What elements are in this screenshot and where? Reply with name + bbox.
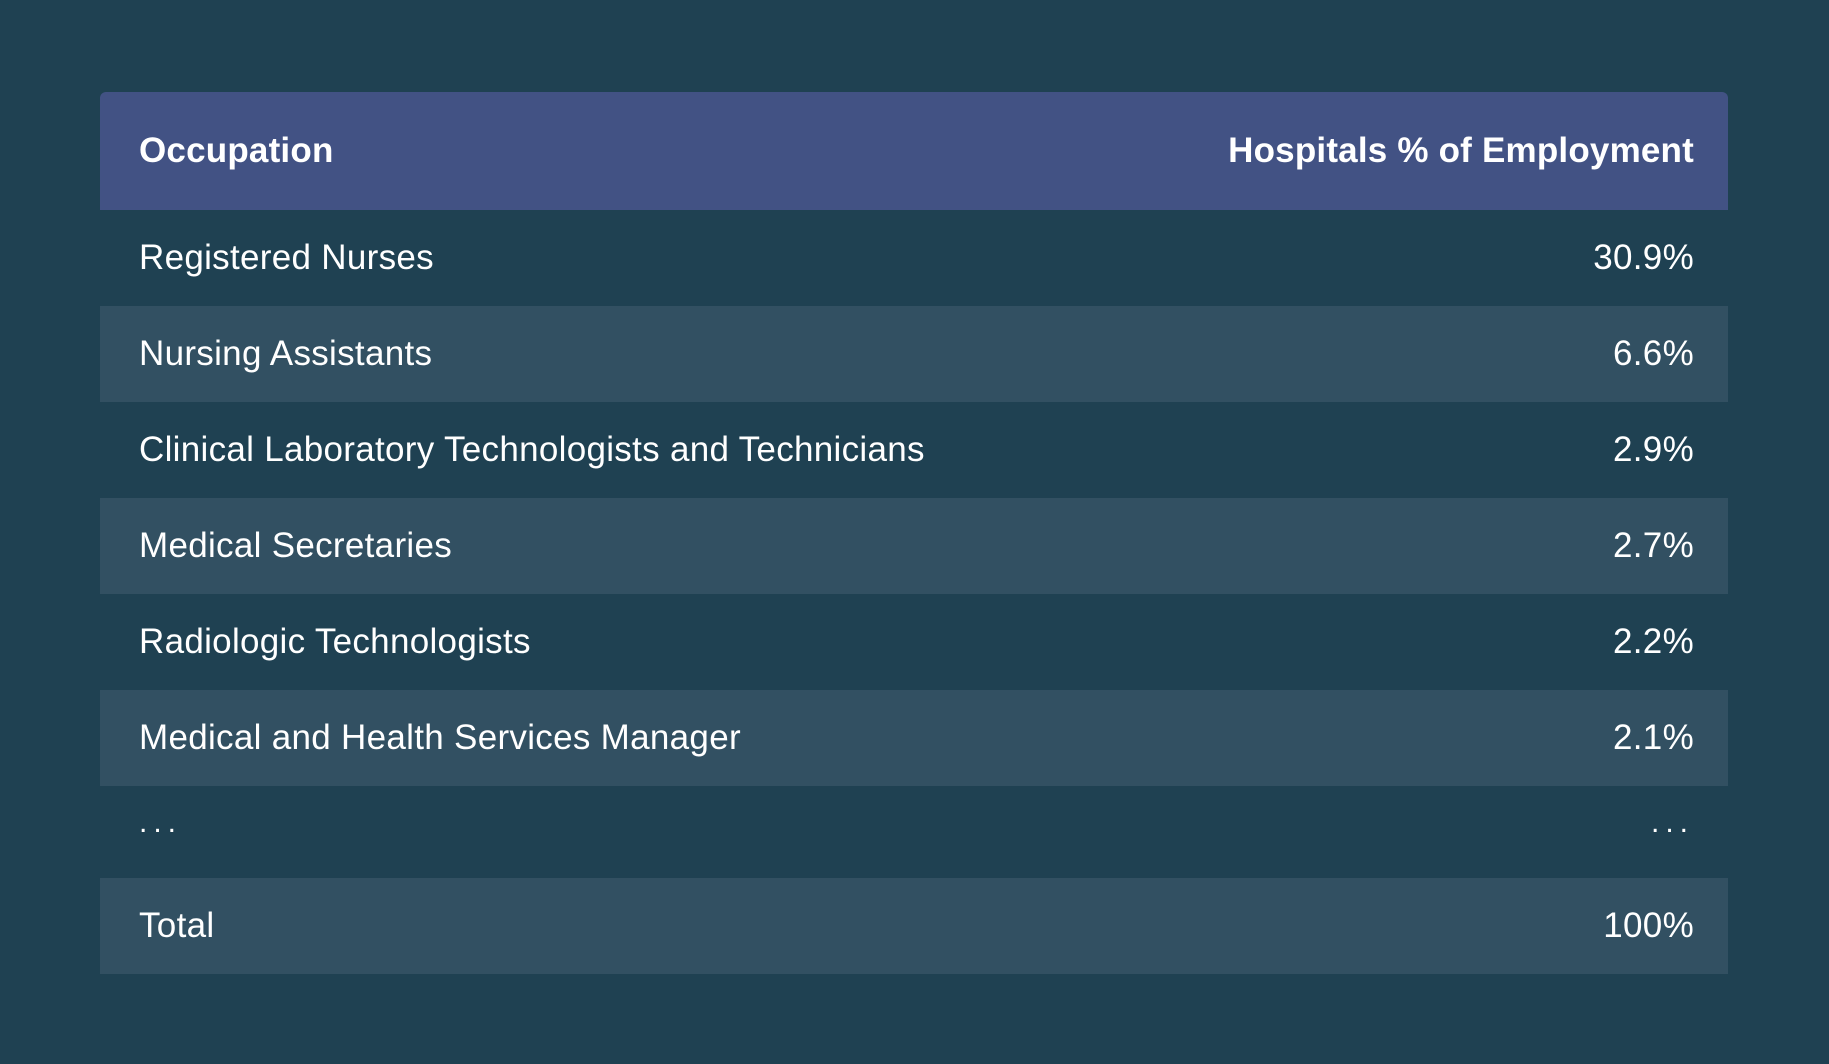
employment-table: Occupation Hospitals % of Employment Reg…	[100, 92, 1728, 974]
occupation-cell: Radiologic Technologists	[139, 622, 531, 661]
total-label: Total	[139, 906, 215, 945]
occupation-cell: Clinical Laboratory Technologists and Te…	[139, 430, 925, 469]
occupation-cell: Medical Secretaries	[139, 526, 453, 565]
total-value: 100%	[1603, 906, 1694, 945]
table-row-total: Total 100%	[100, 878, 1728, 974]
table-header: Occupation Hospitals % of Employment	[100, 92, 1728, 210]
occupation-cell: Medical and Health Services Manager	[139, 718, 741, 757]
table-row: Radiologic Technologists 2.2%	[100, 594, 1728, 690]
table-row: Medical and Health Services Manager 2.1%	[100, 690, 1728, 786]
percent-cell: 6.6%	[1613, 334, 1694, 373]
occupation-cell: Registered Nurses	[139, 238, 434, 277]
table-row: Clinical Laboratory Technologists and Te…	[100, 402, 1728, 498]
table-row: Medical Secretaries 2.7%	[100, 498, 1728, 594]
table-row: Nursing Assistants 6.6%	[100, 306, 1728, 402]
table-row-ellipsis: ... ...	[100, 786, 1728, 878]
percent-cell: 2.9%	[1613, 430, 1694, 469]
percent-cell: 30.9%	[1593, 238, 1694, 277]
percent-cell: 2.7%	[1613, 526, 1694, 565]
percent-cell: 2.1%	[1613, 718, 1694, 757]
percent-ellipsis: ...	[1650, 806, 1694, 839]
table-row: Registered Nurses 30.9%	[100, 210, 1728, 306]
percent-cell: 2.2%	[1613, 622, 1694, 661]
occupation-cell: Nursing Assistants	[139, 334, 433, 373]
occupation-ellipsis: ...	[139, 806, 183, 839]
header-hospitals-percent: Hospitals % of Employment	[1228, 131, 1694, 170]
header-occupation: Occupation	[139, 131, 334, 170]
